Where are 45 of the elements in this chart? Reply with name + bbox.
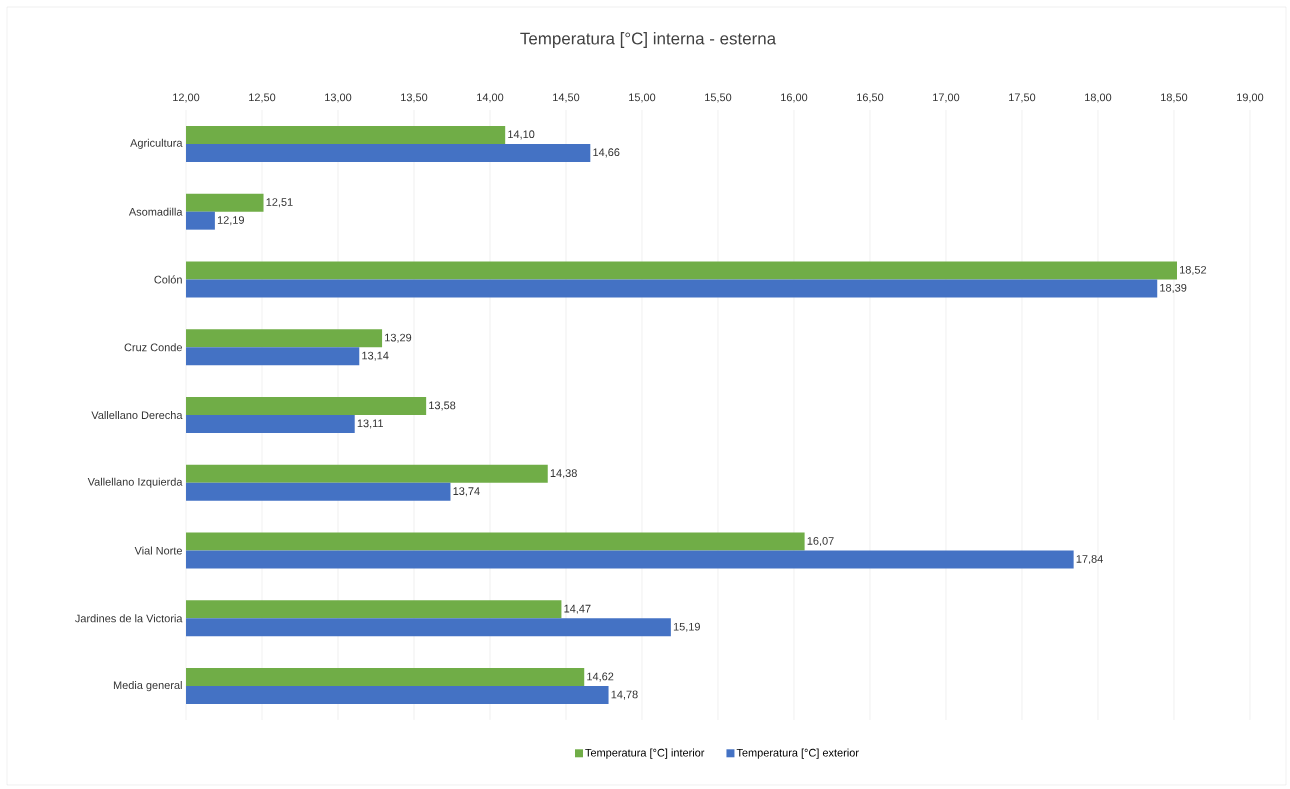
x-tick-label: 17,00 <box>933 93 960 103</box>
data-label: 18,52 <box>1180 265 1207 275</box>
x-tick-label: 18,50 <box>1161 93 1188 103</box>
x-tick-label: 17,50 <box>1009 93 1036 103</box>
data-label: 13,58 <box>429 401 456 411</box>
data-label: 12,51 <box>266 198 293 208</box>
x-tick-label: 12,50 <box>249 93 276 103</box>
data-label: 14,78 <box>611 690 638 700</box>
y-tick-label: Jardines de la Victoria <box>75 614 183 623</box>
legend-label: Temperatura [°C] interior <box>585 748 705 759</box>
data-label: 17,84 <box>1076 555 1103 565</box>
x-tick-label: 18,00 <box>1085 93 1112 103</box>
data-label: 15,19 <box>673 622 700 632</box>
chart-title: Temperatura [°C] interna - esterna <box>520 32 777 48</box>
x-tick-label: 19,00 <box>1237 93 1264 103</box>
data-label: 18,39 <box>1160 283 1187 293</box>
data-label: 16,07 <box>807 537 834 547</box>
data-label: 13,29 <box>385 333 412 343</box>
x-tick-label: 13,00 <box>325 93 352 103</box>
x-tick-label: 14,00 <box>477 93 504 103</box>
data-label: 14,66 <box>593 148 620 158</box>
y-tick-label: Media general <box>113 681 182 692</box>
y-tick-label: Vallellano Derecha <box>91 410 183 420</box>
y-tick-label: Cruz Conde <box>124 343 182 352</box>
x-tick-label: 16,50 <box>857 93 884 103</box>
x-tick-label: 15,50 <box>705 93 732 103</box>
x-tick-label: 16,00 <box>781 93 808 103</box>
x-tick-label: 13,50 <box>401 93 428 103</box>
x-tick-label: 12,00 <box>173 93 200 103</box>
y-tick-label: Colón <box>154 275 182 284</box>
data-label: 13,14 <box>362 351 389 361</box>
data-label: 13,74 <box>453 487 480 497</box>
y-tick-label: Vial Norte <box>134 546 182 555</box>
y-tick-label: Agricultura <box>130 138 183 149</box>
data-label: 14,38 <box>550 469 577 479</box>
data-label: 12,19 <box>217 216 244 226</box>
data-label: 14,10 <box>508 130 535 140</box>
x-tick-label: 14,50 <box>553 93 580 103</box>
data-label: 14,62 <box>587 672 614 682</box>
x-tick-label: 15,00 <box>629 93 656 103</box>
data-label: 13,11 <box>357 419 383 429</box>
legend-label: Temperatura [°C] exterior <box>736 748 859 759</box>
data-label: 14,47 <box>564 604 591 614</box>
y-tick-label: Asomadilla <box>128 207 183 216</box>
y-tick-label: Vallellano Izquierda <box>87 477 183 488</box>
